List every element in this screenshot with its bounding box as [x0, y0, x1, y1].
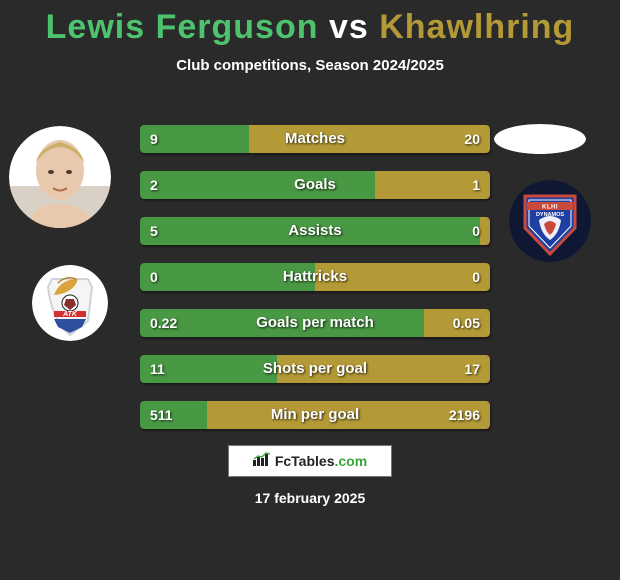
logo-text-suffix: .com: [334, 453, 367, 469]
date-label: 17 february 2025: [0, 490, 620, 506]
stat-row: 50Assists: [140, 217, 490, 245]
stat-row: 00Hattricks: [140, 263, 490, 291]
title-vs: vs: [329, 8, 369, 46]
stat-row: 1117Shots per goal: [140, 355, 490, 383]
club-badge-1: ATK: [32, 265, 108, 341]
subtitle: Club competitions, Season 2024/2025: [0, 57, 620, 74]
logo-text: FcTables.com: [275, 453, 367, 469]
stat-label: Assists: [140, 217, 490, 245]
fctables-logo: FcTables.com: [228, 445, 392, 477]
stat-row: 0.220.05Goals per match: [140, 309, 490, 337]
page-title: Lewis Ferguson vs Khawlhring: [0, 0, 620, 47]
logo-text-main: FcTables: [275, 453, 335, 469]
title-player2: Khawlhring: [379, 8, 574, 46]
stat-label: Goals: [140, 171, 490, 199]
club-badge-2: KLHI DYNAMOS: [509, 180, 591, 262]
stat-label: Matches: [140, 125, 490, 153]
player1-avatar: [9, 126, 111, 228]
title-player1: Lewis Ferguson: [46, 8, 319, 46]
stat-label: Hattricks: [140, 263, 490, 291]
stat-label: Min per goal: [140, 401, 490, 429]
chart-icon: [253, 452, 271, 471]
stat-bars: 920Matches 21Goals 50Assists 00Hattricks 0.2…: [140, 125, 490, 447]
svg-text:ATK: ATK: [62, 311, 78, 318]
player2-avatar: [494, 124, 586, 154]
stat-label: Shots per goal: [140, 355, 490, 383]
stat-label: Goals per match: [140, 309, 490, 337]
stat-row: 5112196Min per goal: [140, 401, 490, 429]
svg-text:KLHI: KLHI: [542, 205, 558, 211]
stat-row: 920Matches: [140, 125, 490, 153]
stat-row: 21Goals: [140, 171, 490, 199]
